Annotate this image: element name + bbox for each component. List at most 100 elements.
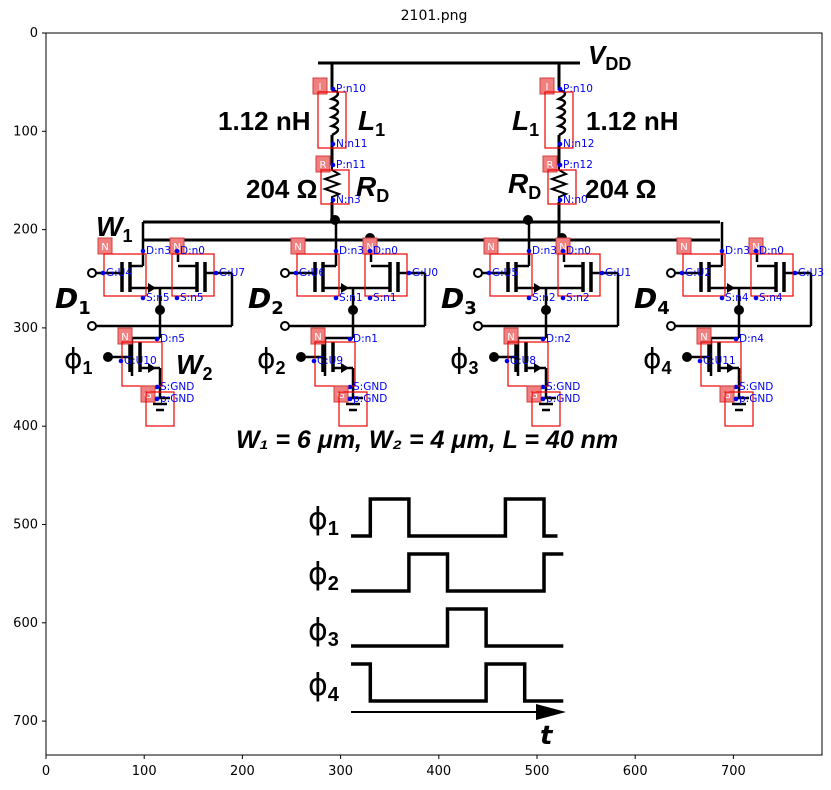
nmos-arrow bbox=[534, 283, 542, 293]
d-label-4: D4 bbox=[634, 282, 670, 319]
resistor-left-n-dot bbox=[330, 197, 336, 203]
inductor-right-coil bbox=[555, 88, 567, 137]
nmos-low-drain-dot bbox=[347, 336, 353, 342]
y-tick-label: 400 bbox=[13, 419, 38, 434]
timing-label-3: ϕ3 bbox=[308, 613, 339, 651]
nmos-right-source: S:n5 bbox=[180, 292, 204, 304]
junction-dot bbox=[734, 305, 744, 315]
nmos-low-drain-dot bbox=[154, 336, 160, 342]
nmos-left-tag-letter: N bbox=[487, 242, 494, 253]
nmos-arrow bbox=[534, 363, 542, 373]
nmos-low-source-dot bbox=[154, 384, 160, 390]
inductor-left-label: L1 bbox=[358, 105, 385, 140]
nmos-left-tag-letter: N bbox=[294, 242, 301, 253]
x-tick-label: 400 bbox=[426, 764, 451, 779]
resistor-right-label: RD bbox=[508, 168, 541, 203]
resistor-right bbox=[549, 165, 569, 202]
nmos-low-tag bbox=[696, 327, 712, 345]
ground-node-dot bbox=[733, 396, 739, 402]
inductor-right-p-dot bbox=[557, 86, 563, 92]
nmos-right-tag-letter: N bbox=[559, 242, 566, 253]
inductor-left-tag bbox=[312, 77, 328, 95]
nmos-low-gate-dot bbox=[118, 358, 124, 364]
nmos-left-tag-letter: N bbox=[101, 242, 108, 253]
y-tick-label: 300 bbox=[13, 321, 38, 336]
resistor-left-tag bbox=[315, 155, 331, 173]
resistor-right-n-dot bbox=[557, 197, 563, 203]
nmos-low-drain-dot bbox=[733, 336, 739, 342]
nmos-low-source: S:GND bbox=[739, 381, 773, 393]
vdd-label: VDD bbox=[588, 40, 631, 74]
ground-node: p:GND bbox=[160, 393, 194, 405]
nmos-low-source-dot bbox=[347, 384, 353, 390]
ground-tag-letter: G bbox=[530, 390, 538, 401]
ground-tag bbox=[719, 385, 735, 403]
time-arrow bbox=[536, 704, 566, 720]
inductor-left-box bbox=[317, 91, 347, 149]
nmos-left-source-dot bbox=[719, 295, 725, 301]
ground-node: p:GND bbox=[353, 393, 387, 405]
nmos-low-source-dot bbox=[733, 384, 739, 390]
nmos-arrow bbox=[148, 283, 156, 293]
nmos-left-gate-dot bbox=[486, 270, 492, 276]
nmos-low-gate: G:U10 bbox=[124, 355, 157, 367]
nmos-right-gate: G:U0 bbox=[412, 267, 438, 279]
input-terminal bbox=[280, 268, 290, 278]
phi-terminal bbox=[103, 352, 113, 362]
resistance-right-label: 204 Ω bbox=[585, 174, 656, 204]
nmos-right-source-dot bbox=[367, 295, 373, 301]
nmos-right-tag-letter: N bbox=[366, 242, 373, 253]
input-terminal bbox=[473, 268, 483, 278]
inductor-left-tag-letter: I bbox=[319, 82, 322, 93]
nmos-right-source: S:n1 bbox=[373, 292, 397, 304]
nmos-right-gate-dot bbox=[599, 270, 605, 276]
input-terminal bbox=[87, 268, 97, 278]
nmos-right-source-dot bbox=[753, 295, 759, 301]
resistor-left-p: P:n11 bbox=[336, 159, 366, 171]
phi-terminal bbox=[489, 352, 499, 362]
nmos-low-gate-dot bbox=[697, 358, 703, 364]
junction-dot bbox=[541, 305, 551, 315]
inductor-right-label: L1 bbox=[512, 105, 539, 140]
nmos-low-drain: D:n1 bbox=[353, 333, 378, 345]
nmos-low-tag-letter: N bbox=[700, 332, 707, 343]
nmos-left-source: S:n4 bbox=[725, 292, 749, 304]
nmos-low-gate-dot bbox=[504, 358, 510, 364]
y-tick-label: 600 bbox=[13, 616, 38, 631]
resistor-right-n: N:n0 bbox=[563, 194, 588, 206]
nmos-left-gate-dot bbox=[293, 270, 299, 276]
d-label-1: D1 bbox=[55, 282, 91, 319]
phi-terminal bbox=[296, 352, 306, 362]
resistor-left-box bbox=[320, 169, 350, 205]
resistor-right-box bbox=[547, 169, 577, 205]
nmos-left-source-dot bbox=[526, 295, 532, 301]
ground-box bbox=[338, 391, 368, 427]
y-tick-label: 700 bbox=[13, 714, 38, 729]
junction-dot bbox=[330, 215, 340, 225]
nmos-left-source: S:n2 bbox=[532, 292, 556, 304]
transistor-stages: I I P:n10 N:n11 P:n10 N:n12 R R P:n11 N:n3 P:n12 N:… bbox=[87, 77, 824, 427]
nmos-right-drain-dot bbox=[753, 248, 759, 254]
nmos-left-source: S:n5 bbox=[146, 292, 170, 304]
timing-label-4: ϕ4 bbox=[308, 668, 340, 706]
timing-label-1: ϕ1 bbox=[308, 502, 339, 540]
stage-labels: D1 ϕ1 D2 ϕ2 D3 ϕ3 D4 ϕ4 bbox=[55, 282, 672, 378]
phi-terminal bbox=[682, 352, 692, 362]
stage-3: N ND:n3G:U5S:n2D:n0G:U1S:n2N D:n2G:U8S:GND… bbox=[473, 222, 631, 427]
nmos-right-drain-dot bbox=[367, 248, 373, 254]
inductor-right-tag bbox=[539, 77, 555, 95]
nmos-left-drain: D:n3 bbox=[532, 245, 557, 257]
nmos-low-tag-letter: N bbox=[314, 332, 321, 343]
phi-label-1: ϕ1 bbox=[64, 342, 93, 378]
nmos-left-gate: G:U5 bbox=[492, 267, 518, 279]
ground-node-dot bbox=[347, 396, 353, 402]
nmos-right-source-dot bbox=[560, 295, 566, 301]
d-label-3: D3 bbox=[441, 282, 477, 319]
inductor-right-box bbox=[544, 91, 574, 149]
nmos-right-drain: D:n0 bbox=[566, 245, 591, 257]
nmos-low-source-dot bbox=[540, 384, 546, 390]
nmos-low-drain: D:n4 bbox=[739, 333, 764, 345]
ground-box bbox=[145, 391, 175, 427]
ground-node-dot bbox=[154, 396, 160, 402]
